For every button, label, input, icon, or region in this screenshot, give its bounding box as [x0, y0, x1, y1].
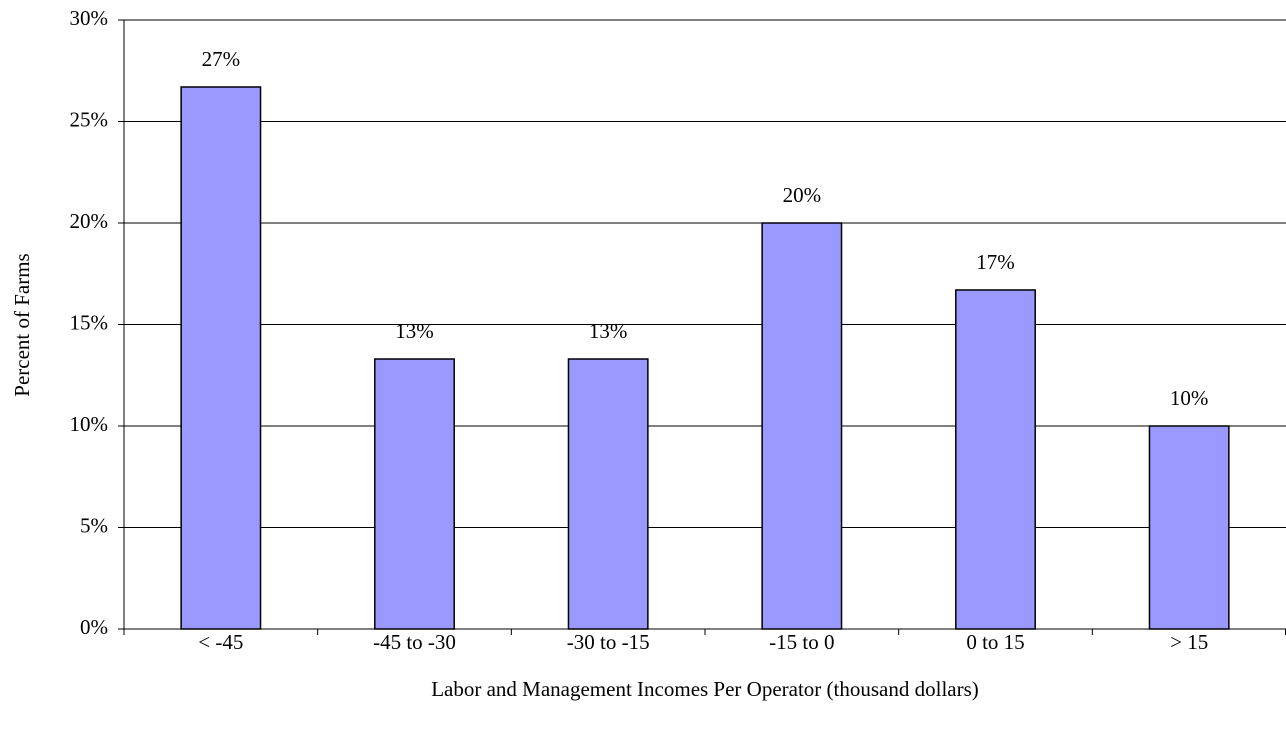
y-tick-label: 5% [80, 513, 108, 537]
bar [1148, 425, 1230, 630]
value-label: 17% [976, 250, 1015, 274]
value-label: 27% [202, 47, 241, 71]
bar [761, 222, 843, 630]
y-tick-label: 0% [80, 615, 108, 639]
value-label: 10% [1170, 386, 1209, 410]
y-axis-title: Percent of Farms [10, 253, 34, 396]
bar [374, 358, 455, 630]
x-tick-label: -45 to -30 [373, 630, 456, 654]
x-axis-title: Labor and Management Incomes Per Operato… [431, 677, 979, 701]
y-tick-label: 20% [70, 209, 109, 233]
x-tick-label: < -45 [198, 630, 243, 654]
y-tick-label: 15% [70, 310, 109, 334]
value-label: 13% [589, 319, 628, 343]
bar [955, 289, 1036, 630]
x-tick-label: -30 to -15 [567, 630, 650, 654]
value-label: 13% [395, 319, 434, 343]
bar [180, 86, 262, 630]
x-tick-label: 0 to 15 [966, 630, 1024, 654]
y-tick-label: 30% [70, 6, 109, 30]
y-tick-label: 25% [70, 107, 109, 131]
bar [567, 358, 649, 630]
x-tick-label: -15 to 0 [769, 630, 834, 654]
value-label: 20% [783, 183, 822, 207]
y-tick-label: 10% [70, 412, 109, 436]
x-tick-label: > 15 [1170, 630, 1208, 654]
